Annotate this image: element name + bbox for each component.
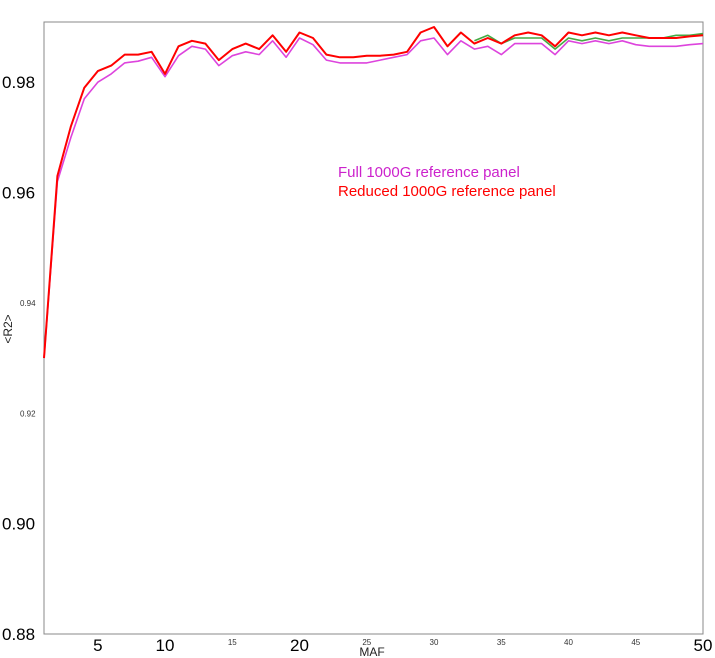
x-tick-label-8: 45 xyxy=(631,638,640,647)
series-group xyxy=(43,26,704,359)
y-axis-label: <R2> xyxy=(1,314,15,343)
x-tick-label-2: 15 xyxy=(228,638,237,647)
series-line-0 xyxy=(43,26,704,359)
x-tick-label-3: 20 xyxy=(290,636,309,655)
series-line-1 xyxy=(43,37,704,359)
x-tick-label-4: 25 xyxy=(362,638,371,647)
x-tick-label-5: 30 xyxy=(430,638,439,647)
x-tick-label-0: 5 xyxy=(93,636,102,655)
y-tick-label-5: 0.98 xyxy=(2,73,35,92)
y-tick-label-2: 0.92 xyxy=(20,409,36,418)
x-tick-label-6: 35 xyxy=(497,638,506,647)
x-axis-label: MAF xyxy=(359,645,384,658)
x-tick-label-7: 40 xyxy=(564,638,573,647)
y-tick-label-0: 0.88 xyxy=(2,625,35,644)
x-tick-label-9: 50 xyxy=(694,636,713,655)
legend: Full 1000G reference panel Reduced 1000G… xyxy=(338,164,556,200)
plot-frame xyxy=(43,21,704,635)
legend-label-reduced: Reduced 1000G reference panel xyxy=(338,183,556,200)
x-axis-ticks: 5 10 15 20 25 30 35 40 45 50 xyxy=(93,636,712,655)
y-tick-label-3: 0.94 xyxy=(20,299,36,308)
x-tick-label-1: 10 xyxy=(156,636,175,655)
y-tick-label-4: 0.96 xyxy=(2,184,35,203)
y-axis-ticks: 0.88 0.90 0.92 0.94 0.96 0.98 xyxy=(2,73,36,644)
legend-label-full: Full 1000G reference panel xyxy=(338,164,520,181)
y-tick-label-1: 0.90 xyxy=(2,515,35,534)
